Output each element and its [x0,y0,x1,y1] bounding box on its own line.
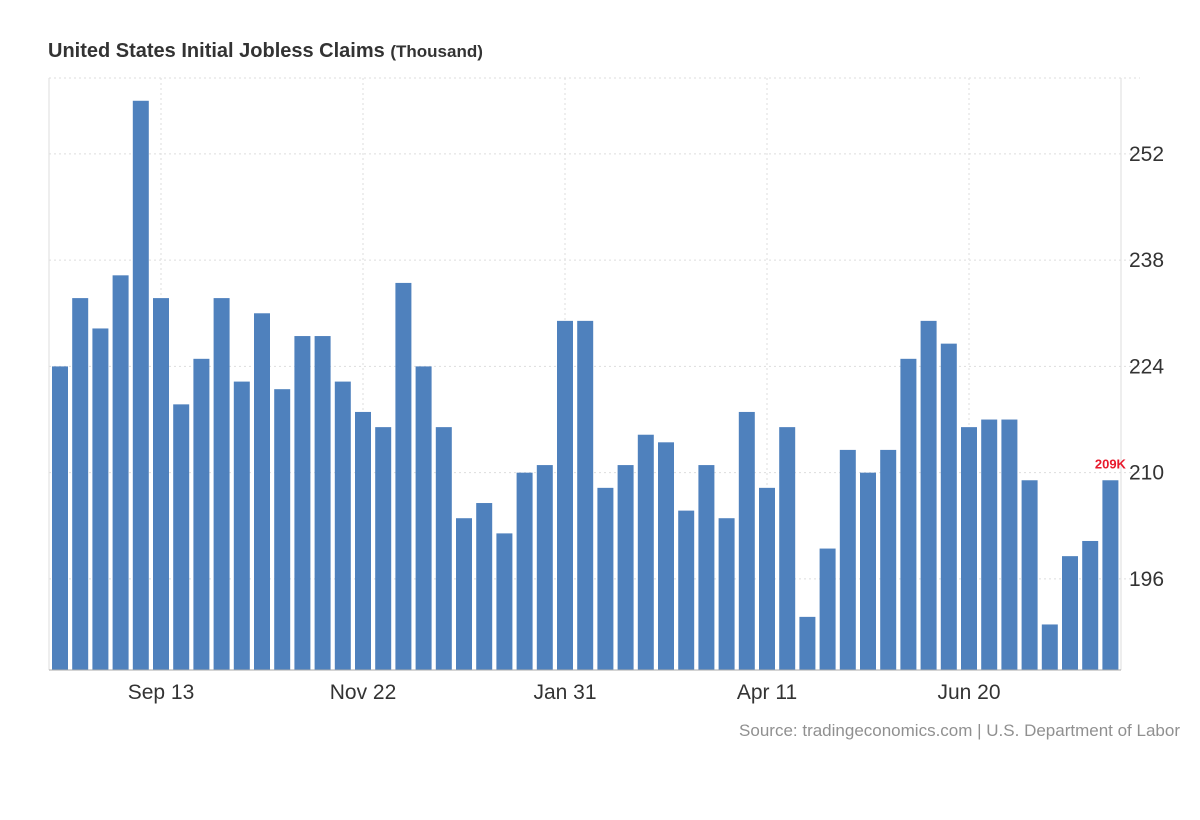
bar [1062,556,1078,670]
x-tick-label: Sep 13 [128,681,195,704]
bar [819,548,836,670]
bar [759,487,775,670]
bar [233,381,250,670]
bar [1021,480,1038,670]
bar [900,358,917,670]
y-tick-label: 210 [1129,462,1164,485]
labels-layer: 209K [1095,456,1127,471]
bar [718,518,735,670]
bar [496,533,513,670]
bar [516,472,533,670]
bar [153,298,169,670]
bar [637,434,654,670]
bar [617,465,634,670]
bar [860,472,876,670]
bar [274,389,291,670]
bar [1082,540,1099,670]
bar [920,320,937,670]
bar [961,427,977,670]
bar [415,366,432,670]
bar [577,320,594,670]
bar [193,358,210,670]
bar [779,427,796,670]
bar [213,298,230,670]
bar [375,427,392,670]
bar [72,298,89,670]
bar [254,313,270,670]
axes-layer: 196 210 224 238 252 Sep 13 Nov 22 Jan 31 Apr 11 J… [49,143,1164,704]
x-tick-label: Jan 31 [533,681,596,704]
bar [799,616,816,670]
bar [355,411,371,670]
bar [678,510,695,670]
bar [698,465,715,670]
bar [476,503,493,670]
y-tick-label: 238 [1129,249,1164,272]
bar [597,487,614,670]
bar [52,366,68,670]
bar [435,427,452,670]
y-tick-label: 224 [1129,355,1164,378]
bar [940,343,957,670]
bar [173,404,190,670]
y-tick-label: 196 [1129,568,1164,591]
bar [456,518,472,670]
bar [536,465,553,670]
grid-layer [48,77,1140,670]
bar [1041,624,1058,670]
bar [1102,480,1119,670]
latest-value-label: 209K [1095,456,1127,471]
x-tick-label: Jun 20 [937,681,1000,704]
bar [334,381,351,670]
bar [92,328,109,670]
bar [658,442,674,670]
bar [557,320,573,670]
bar [880,449,897,670]
bar [738,411,755,670]
x-tick-label: Nov 22 [330,681,397,704]
chart-title-unit: (Thousand) [390,42,483,61]
bar [1001,419,1018,670]
bar [981,419,998,670]
bar [132,100,149,670]
bar [314,336,331,670]
bar [294,336,311,670]
chart-title-text: United States Initial Jobless Claims [48,40,385,62]
x-tick-label: Apr 11 [737,681,797,704]
chart-title: United States Initial Jobless Claims (Th… [48,40,483,63]
source-attribution: Source: tradingeconomics.com | U.S. Depa… [739,721,1180,740]
bar [395,282,412,670]
bars-layer [52,100,1119,670]
bar [112,275,129,670]
y-tick-label: 252 [1129,143,1164,166]
bar [839,449,856,670]
